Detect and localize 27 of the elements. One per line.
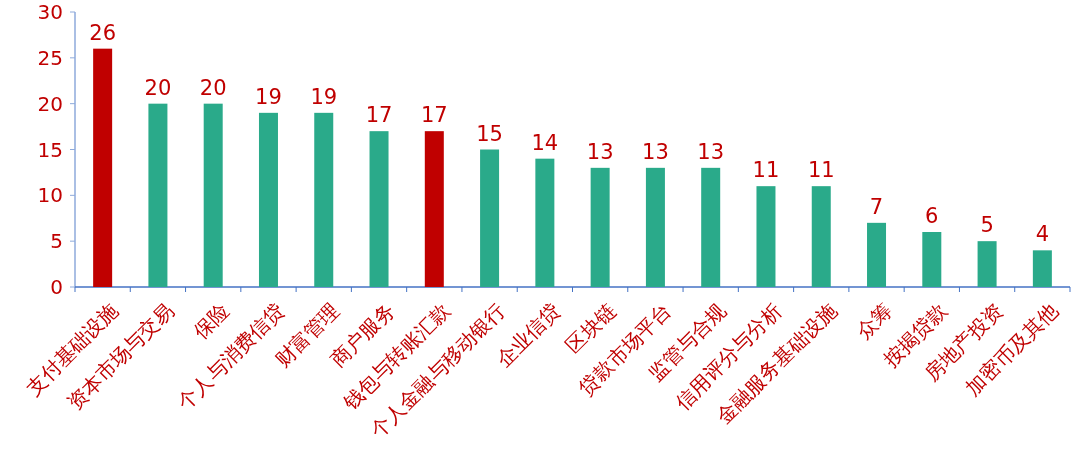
y-tick-label: 10 xyxy=(37,183,63,208)
data-label: 15 xyxy=(476,121,503,146)
data-label: 4 xyxy=(1035,222,1050,247)
data-label: 20 xyxy=(199,75,227,100)
data-label: 17 xyxy=(365,103,393,128)
data-label: 26 xyxy=(89,20,117,45)
data-label: 6 xyxy=(925,204,939,228)
y-tick-label: 20 xyxy=(37,91,63,116)
data-label: 14 xyxy=(531,130,559,155)
y-tick-label: 15 xyxy=(37,137,63,162)
data-label: 11 xyxy=(807,158,835,183)
data-label: 5 xyxy=(980,213,994,238)
x-tick-label: 保险 xyxy=(188,298,234,344)
y-tick-label: 5 xyxy=(50,229,63,254)
data-label: 13 xyxy=(642,139,669,164)
y-tick-label: 30 xyxy=(37,0,63,24)
data-label: 7 xyxy=(869,194,884,219)
x-tick-label: 众筹 xyxy=(851,298,897,344)
data-label: 13 xyxy=(697,139,725,164)
data-label: 19 xyxy=(255,84,282,109)
data-label: 20 xyxy=(144,75,172,100)
y-tick-label: 0 xyxy=(50,275,63,299)
data-label: 19 xyxy=(310,84,338,109)
data-label: 17 xyxy=(420,103,448,128)
y-tick-label: 25 xyxy=(37,45,63,70)
data-label: 11 xyxy=(752,158,780,183)
data-label: 13 xyxy=(586,139,614,164)
